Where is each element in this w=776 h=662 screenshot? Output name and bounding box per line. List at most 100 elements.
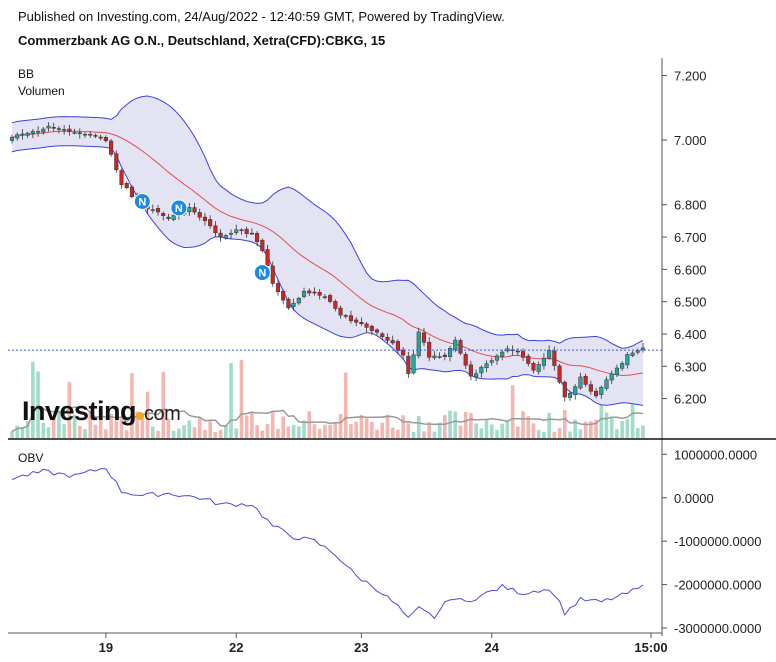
time-tick-label: 19 xyxy=(99,640,113,655)
volume-bar xyxy=(307,411,312,438)
volume-bar xyxy=(578,429,583,438)
volume-bar xyxy=(234,428,239,438)
volume-bar xyxy=(583,421,588,438)
volume-bar xyxy=(31,361,35,438)
candle-body xyxy=(166,216,171,219)
candle-body xyxy=(364,323,369,328)
volume-bar xyxy=(98,419,103,438)
volume-bar xyxy=(437,422,442,438)
candle-body xyxy=(620,363,625,369)
candle-body xyxy=(103,137,108,142)
candle-body xyxy=(609,373,614,381)
candle-body xyxy=(218,232,223,238)
candle-body xyxy=(547,350,552,359)
volume-bar xyxy=(72,414,77,438)
volume-bar xyxy=(177,428,181,438)
volume-bar xyxy=(156,430,160,438)
news-marker-circle xyxy=(253,264,271,282)
volume-bar xyxy=(88,410,93,438)
volume-bar xyxy=(521,411,525,438)
candle-body xyxy=(348,315,354,322)
volume-bar xyxy=(302,420,306,438)
volume-bar xyxy=(62,424,66,438)
volume-bar xyxy=(20,426,25,438)
volume-bar xyxy=(140,412,145,438)
candle-body xyxy=(557,365,562,383)
volume-bar xyxy=(77,425,82,438)
candle-body xyxy=(500,351,505,357)
candle-body xyxy=(155,208,161,213)
news-marker-label: N xyxy=(258,268,266,280)
candle-body xyxy=(317,292,322,296)
volume-bar xyxy=(615,429,619,438)
time-tick-label: 15:00 xyxy=(634,640,667,655)
price-tick-label: 6.400 xyxy=(674,327,707,342)
obv-tick-label: -2000000.0000 xyxy=(674,578,761,593)
volume-bar xyxy=(531,423,536,438)
volume-indicator-label[interactable]: Volumen xyxy=(18,84,65,98)
volume-bar xyxy=(516,426,520,438)
volume-bar xyxy=(328,424,332,438)
volume-bar xyxy=(343,372,348,438)
news-marker-circle xyxy=(170,199,188,217)
candle-body xyxy=(62,129,67,131)
candle-body xyxy=(468,364,473,377)
volume-bar xyxy=(291,424,296,438)
candle-body xyxy=(98,136,103,139)
obv-line xyxy=(11,468,644,620)
volume-bar xyxy=(589,421,593,438)
candle-body xyxy=(604,379,609,389)
candle-body xyxy=(223,235,228,239)
price-tick-label: 6.200 xyxy=(674,392,707,407)
chart-title: Commerzbank AG O.N., Deutschland, Xetra(… xyxy=(18,33,386,48)
volume-bar xyxy=(604,412,609,438)
volume-bar xyxy=(323,424,327,438)
candle-body xyxy=(369,325,374,331)
volume-bar xyxy=(411,431,416,438)
candle-body xyxy=(567,392,573,398)
obv-tick-label: -1000000.0000 xyxy=(674,534,761,549)
news-marker-label: N xyxy=(138,196,146,208)
volume-bar xyxy=(396,429,400,438)
volume-bar xyxy=(67,381,72,438)
volume-bar xyxy=(542,431,546,438)
volume-bar xyxy=(317,428,322,438)
volume-bar xyxy=(114,420,119,438)
volume-bar xyxy=(557,427,562,438)
volume-bar xyxy=(297,426,301,438)
candle-body xyxy=(359,321,364,324)
volume-bar xyxy=(448,410,452,438)
candle-body xyxy=(395,341,400,351)
candle-body xyxy=(489,360,494,363)
volume-bar xyxy=(370,421,374,438)
volume-bar xyxy=(641,425,645,438)
candle-body xyxy=(474,373,479,378)
volume-bar xyxy=(15,425,20,438)
volume-bar xyxy=(422,431,426,438)
candle-body xyxy=(630,352,635,356)
candle-body xyxy=(573,386,578,395)
candle-body xyxy=(270,265,275,284)
candle-body xyxy=(343,315,348,317)
price-candles: N N N xyxy=(8,122,662,402)
candle-body xyxy=(150,209,155,211)
price-tick-label: 6.500 xyxy=(674,295,707,310)
candle-body xyxy=(56,128,61,130)
obv-indicator-label[interactable]: OBV xyxy=(18,451,44,465)
volume-bar xyxy=(385,414,390,438)
volume-bar xyxy=(547,412,551,438)
candle-body xyxy=(171,215,176,220)
volume-bar xyxy=(364,418,369,438)
volume-bar xyxy=(51,416,56,438)
volume-bar xyxy=(270,411,275,438)
volume-bar xyxy=(281,416,285,438)
candle-body xyxy=(453,339,458,351)
price-tick-label: 6.300 xyxy=(674,359,707,374)
bb-indicator-label[interactable]: BB xyxy=(18,67,35,81)
volume-bar xyxy=(599,379,604,438)
volume-bar xyxy=(401,415,405,438)
time-tick-label: 24 xyxy=(485,640,500,655)
obv-tick-label: 0.0000 xyxy=(674,491,714,506)
time-tick-label: 23 xyxy=(354,640,368,655)
